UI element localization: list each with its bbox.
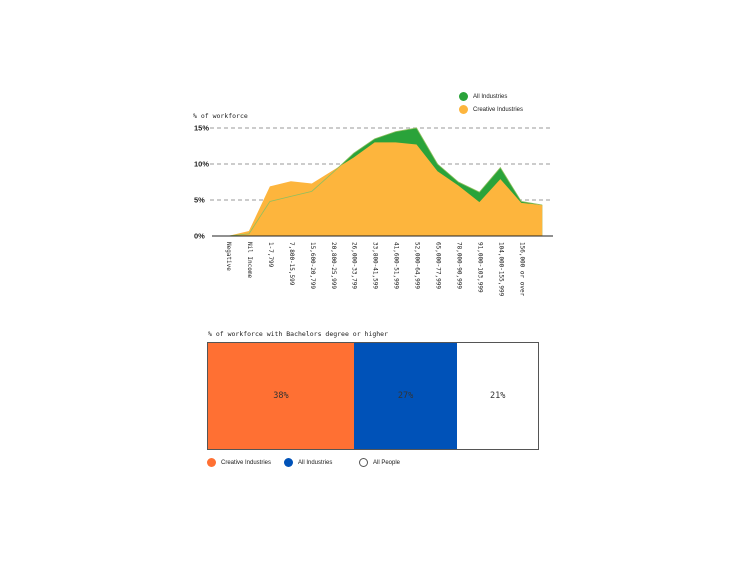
- x-tick-label: 52,000-64,999: [414, 242, 421, 289]
- x-tick-label: 156,000 or over: [518, 242, 525, 297]
- income-distribution-chart: % of workforce 0% 5% 10% 15% Negative Nil Inco…: [193, 112, 553, 297]
- bar-label-creative-industries: 38%: [273, 391, 289, 401]
- y-tick-label: 15%: [194, 124, 209, 133]
- x-tick-label: 33,800-41,599: [372, 242, 379, 289]
- x-tick-label: 26,000-33,799: [351, 242, 358, 289]
- x-tick-label: 65,000-77,999: [435, 242, 442, 289]
- x-tick-label: 78,000-90,999: [455, 242, 462, 289]
- bar-legend-swatch-all-industries: [284, 458, 293, 467]
- y-tick-label: 0%: [194, 232, 205, 241]
- bar-label-all-industries: 27%: [397, 391, 414, 401]
- bar-legend-label-all-industries: All Industries: [298, 459, 333, 466]
- x-tick-label: 15,600-20,799: [309, 242, 316, 289]
- legend-swatch-creative-industries: [459, 105, 468, 114]
- y-tick-label: 5%: [194, 196, 205, 205]
- bachelors-stacked-bar: 38% 27% 21%: [207, 342, 539, 450]
- bar-segment-creative-industries: 38%: [208, 343, 354, 449]
- bar-legend-all-people: All People: [359, 458, 400, 467]
- y-tick-label: 10%: [194, 160, 209, 169]
- bar-legend-label-all-people: All People: [373, 459, 401, 466]
- y-axis-label: % of workforce: [193, 112, 248, 120]
- line-all-industries-overlap: [227, 127, 543, 237]
- x-tick-label: 41,600-51,999: [393, 242, 400, 289]
- bar-chart-title: % of workforce with Bachelors degree or …: [208, 330, 389, 338]
- bar-segment-all-people: 21%: [457, 343, 538, 449]
- legend-item-creative-industries: Creative Industries: [459, 105, 523, 114]
- x-tick-label: Negative: [225, 242, 232, 271]
- x-tick-label: 91,000-103,999: [476, 242, 483, 293]
- legend-swatch-all-industries: [459, 92, 468, 101]
- area-creative-industries: [228, 142, 543, 236]
- bar-legend-swatch-creative: [207, 458, 216, 467]
- bar-legend-swatch-all-people: [359, 458, 368, 467]
- bar-segment-all-industries: 27%: [353, 343, 458, 449]
- bar-label-all-people: 21%: [490, 391, 506, 401]
- x-tick-label: 20,800-25,999: [330, 242, 337, 289]
- legend-item-all-industries: All Industries: [459, 92, 507, 101]
- legend-label-creative-industries: Creative Industries: [473, 106, 524, 113]
- bar-legend-label-creative: Creative Industries: [221, 459, 272, 466]
- x-tick-label: Nil Income: [246, 242, 253, 279]
- bar-legend-all-industries: All Industries: [284, 458, 332, 467]
- x-tick-label: 104,000-155,999: [497, 242, 504, 297]
- x-tick-label: 1-7,799: [267, 242, 274, 268]
- legend-label-all-industries: All Industries: [473, 93, 508, 100]
- x-tick-label: 7,800-15,599: [288, 242, 295, 286]
- bar-legend-creative-industries: Creative Industries: [207, 458, 271, 467]
